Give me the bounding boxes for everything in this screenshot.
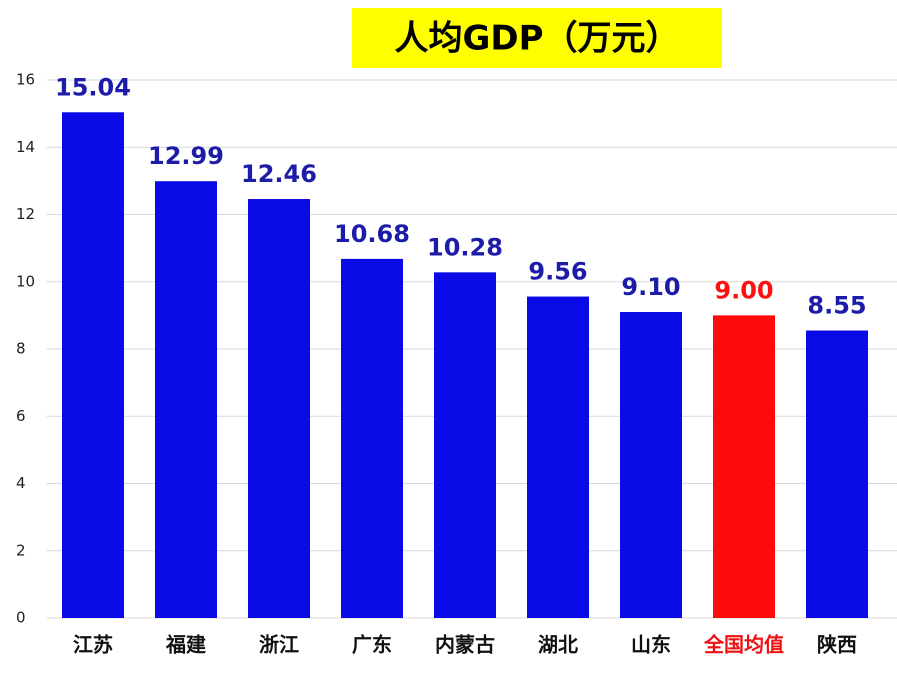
value-label: 12.46 (241, 160, 317, 188)
x-tick-label: 福建 (165, 633, 206, 657)
bar (527, 296, 589, 618)
y-tick-label: 10 (16, 272, 35, 290)
value-label: 8.55 (807, 292, 866, 320)
value-label: 15.04 (55, 73, 131, 101)
bar (341, 258, 403, 618)
value-label: 10.68 (334, 220, 410, 248)
bar (713, 315, 775, 618)
x-tick-label: 山东 (631, 633, 671, 657)
x-tick-label: 江苏 (73, 633, 113, 657)
value-label: 9.10 (621, 273, 680, 301)
x-tick-label: 全国均值 (703, 633, 784, 657)
x-tick-label: 内蒙古 (435, 633, 495, 657)
x-tick-label: 湖北 (538, 633, 578, 657)
y-tick-label: 6 (16, 407, 26, 425)
x-tick-label: 广东 (352, 633, 392, 657)
y-tick-label: 2 (16, 541, 26, 559)
x-tick-label: 陕西 (817, 633, 857, 657)
bar (155, 181, 217, 618)
y-tick-label: 8 (16, 340, 26, 358)
bar (434, 272, 496, 618)
title-box (352, 8, 722, 68)
value-label: 9.56 (528, 258, 587, 286)
value-label: 9.00 (714, 276, 773, 304)
y-tick-label: 12 (16, 205, 35, 223)
bar (62, 112, 124, 618)
y-tick-label: 16 (16, 71, 35, 89)
value-label: 10.28 (427, 233, 503, 261)
value-label: 12.99 (148, 142, 224, 170)
y-tick-label: 0 (16, 609, 26, 627)
y-tick-label: 14 (16, 138, 35, 156)
chart-title: 人均GDP（万元） (394, 19, 679, 59)
bar (620, 312, 682, 618)
bar (248, 199, 310, 618)
y-tick-label: 4 (16, 474, 26, 492)
x-tick-label: 浙江 (259, 633, 299, 657)
bar (806, 330, 868, 618)
